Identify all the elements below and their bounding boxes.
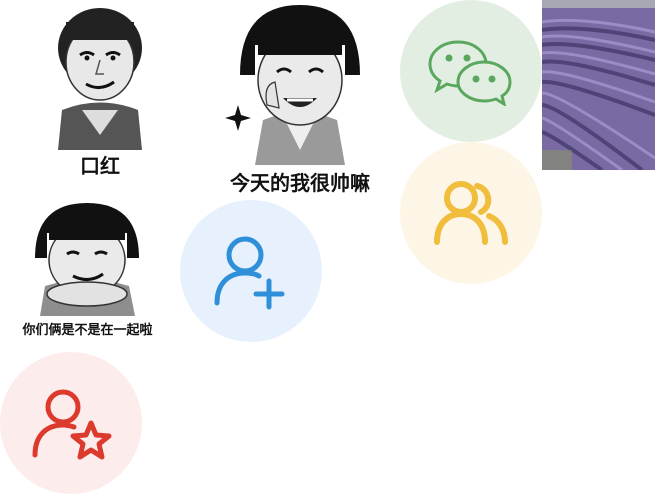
add-friend-button[interactable] [180,200,322,342]
wechat-icon [428,40,512,106]
group-button[interactable] [400,142,542,284]
meme-face-image [225,5,360,165]
meme-face-image [58,8,142,150]
meme-face-image [35,203,139,316]
meme-caption: 你们俩是不是在一起啦 [22,323,153,338]
add-user-icon [214,236,285,310]
group-icon [434,181,508,245]
meme-caption: 口红 [80,154,120,178]
lavender-field-image [542,0,655,170]
meme-sticker-lipstick[interactable]: 口红 [40,0,160,176]
meme-sticker-together[interactable]: 你们俩是不是在一起啦 [5,198,170,337]
lavender-field-photo[interactable] [542,0,655,170]
user-star-icon [32,389,112,460]
meme-sticker-handsome[interactable]: 今天的我很帅嘛 [205,0,395,193]
wechat-button[interactable] [400,0,542,142]
meme-caption: 今天的我很帅嘛 [230,171,370,195]
favorite-contact-button[interactable] [0,352,142,494]
